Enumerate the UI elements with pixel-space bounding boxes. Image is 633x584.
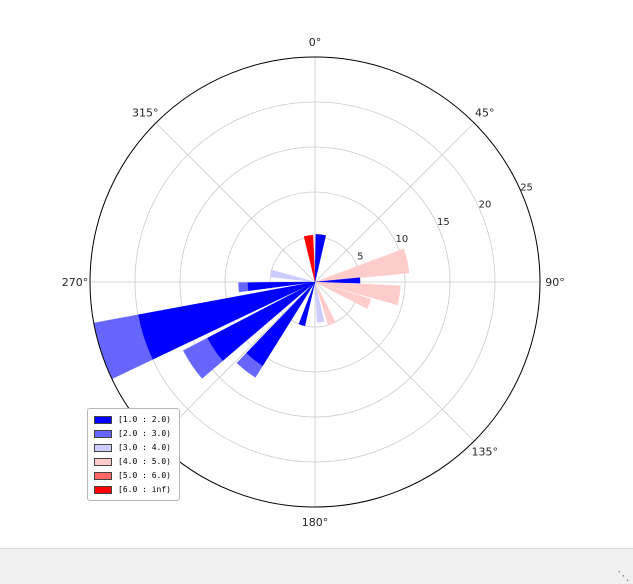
- radial-tick-label: 10: [395, 234, 408, 245]
- windrose-bar-segment: [314, 234, 326, 283]
- angle-tick-label: 270°: [62, 276, 89, 289]
- status-bar: ⋱: [0, 548, 633, 584]
- angle-tick-label: 315°: [132, 106, 159, 119]
- legend-swatch: [94, 471, 112, 480]
- legend-swatch: [94, 415, 112, 424]
- legend-item: [2.0 : 3.0): [94, 428, 171, 439]
- radial-tick-label: 20: [479, 200, 492, 211]
- wind-speed-legend: [1.0 : 2.0) [2.0 : 3.0) [3.0 : 4.0) [4.0 : …: [87, 408, 180, 501]
- radial-tick-label: 15: [437, 217, 450, 228]
- angle-tick-label: 0°: [309, 36, 322, 49]
- angle-tick-label: 90°: [545, 276, 565, 289]
- legend-item: [5.0 : 6.0): [94, 470, 171, 481]
- angular-gridline: [155, 281, 316, 442]
- legend-item-label: [6.0 : inf): [118, 484, 171, 494]
- figure-canvas: 0° 45° 90° 135° 180° 270° 315° 5 10 15 20 25 [1.0 :…: [61, 36, 565, 529]
- windrose-bar-segment: [314, 281, 336, 326]
- windrose-chart: 0° 45° 90° 135° 180° 270° 315° 5 10 15 20 25: [62, 36, 565, 529]
- legend-item: [1.0 : 2.0): [94, 414, 171, 425]
- windrose-bar-segment: [314, 281, 401, 306]
- legend-item: [4.0 : 5.0): [94, 456, 171, 467]
- legend-swatch: [94, 485, 112, 494]
- angle-tick-label: 45°: [475, 106, 495, 119]
- legend-swatch: [94, 429, 112, 438]
- legend-item: [3.0 : 4.0): [94, 442, 171, 453]
- windrose-bar-segment: [270, 269, 316, 283]
- windrose-bar-segment: [236, 352, 263, 378]
- legend-item-label: [3.0 : 4.0): [118, 442, 171, 452]
- legend-swatch: [94, 443, 112, 452]
- angle-tick-label: 180°: [302, 516, 329, 529]
- legend-item-label: [2.0 : 3.0): [118, 428, 171, 438]
- windrose-bar-segment: [314, 277, 361, 284]
- windrose-bar-segment: [303, 235, 316, 283]
- angular-gridline: [314, 122, 475, 283]
- angular-gridline: [314, 281, 475, 442]
- legend-item-label: [1.0 : 2.0): [118, 414, 171, 424]
- polar-outline: [89, 56, 541, 508]
- radial-tick-label: 25: [520, 182, 533, 193]
- legend-item-label: [4.0 : 5.0): [118, 456, 171, 466]
- windrose-bar-segment: [314, 281, 372, 309]
- windrose-bar-segment: [238, 282, 249, 293]
- resize-grip-icon[interactable]: ⋱: [617, 569, 630, 584]
- angular-gridline: [155, 122, 316, 283]
- windrose-bar-segment: [183, 337, 223, 379]
- windrose-bar-segment: [314, 248, 410, 283]
- legend-item-label: [5.0 : 6.0): [118, 470, 171, 480]
- legend-item: [6.0 : inf): [94, 484, 171, 495]
- legend-swatch: [94, 457, 112, 466]
- windrose-bar-segment: [298, 281, 316, 327]
- radial-tick-label: 5: [357, 251, 363, 262]
- windrose-bar-segment: [314, 281, 325, 323]
- angle-tick-label: 135°: [471, 446, 498, 459]
